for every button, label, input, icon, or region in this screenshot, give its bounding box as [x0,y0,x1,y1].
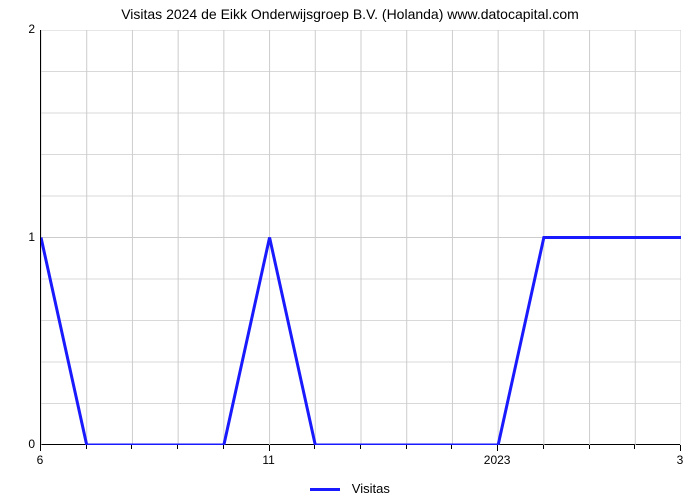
x-tick [406,445,407,449]
legend-swatch [310,488,340,491]
plot-area [40,30,680,445]
x-tick [314,445,315,449]
x-tick [680,445,681,451]
y-tick-label: 1 [5,230,35,244]
x-tick [634,445,635,449]
x-tick [40,445,41,451]
legend-label: Visitas [352,481,390,496]
chart-title: Visitas 2024 de Eikk Onderwijsgroep B.V.… [0,6,700,22]
x-tick [131,445,132,449]
chart-container [40,30,680,445]
y-tick-label: 2 [5,22,35,36]
y-tick-label: 0 [5,437,35,451]
x-tick-label: 3 [677,453,684,467]
x-tick [451,445,452,449]
legend: Visitas [0,481,700,496]
x-tick [497,445,498,451]
x-tick [269,445,270,451]
x-tick [360,445,361,449]
x-tick [177,445,178,449]
x-tick-label: 11 [262,453,274,467]
x-tick [223,445,224,449]
x-tick-label: 2023 [484,453,511,467]
chart-svg [41,30,681,445]
x-tick [86,445,87,449]
x-tick [543,445,544,449]
x-tick-label: 6 [37,453,44,467]
x-tick [589,445,590,449]
